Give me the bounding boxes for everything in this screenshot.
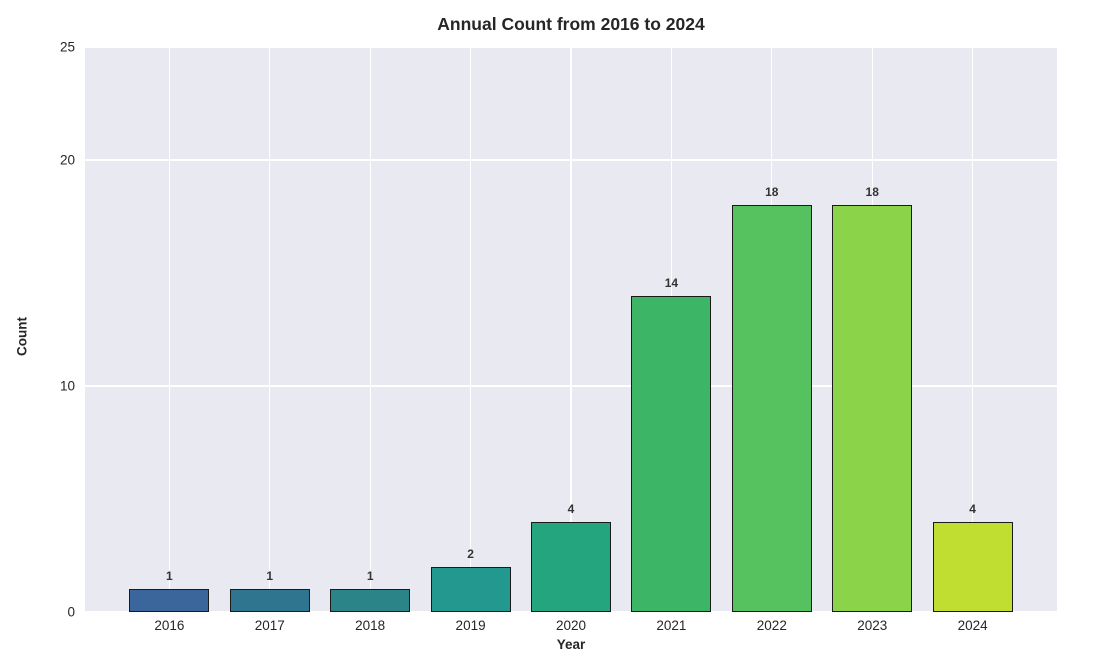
bar-2020: [531, 521, 611, 612]
x-tick-label-2022: 2022: [756, 618, 787, 633]
y-tick-label-20: 20: [59, 152, 75, 168]
x-tick-label-2016: 2016: [154, 618, 185, 633]
bar-2021: [631, 295, 712, 612]
bar-2018: [330, 589, 411, 612]
x-tick-label-2017: 2017: [254, 618, 285, 633]
x-tick-label-2023: 2023: [857, 618, 888, 633]
bar-2017: [229, 589, 310, 612]
value-label-2019: 2: [467, 546, 474, 561]
value-label-2023: 18: [865, 185, 879, 200]
y-tick-label-25: 25: [59, 39, 75, 55]
bar-2023: [832, 205, 913, 612]
x-tick-label-2018: 2018: [355, 618, 386, 633]
plot-area: 1 1 1 2 4 14 18 18 4: [85, 46, 1057, 613]
value-label-2018: 1: [366, 569, 374, 584]
x-axis-label: Year: [556, 637, 586, 652]
v-gridline-2018: [369, 47, 371, 612]
bar-2022: [731, 205, 812, 612]
value-label-2024: 4: [969, 501, 976, 516]
y-axis-label: Count: [14, 317, 30, 356]
value-label-2017: 1: [266, 569, 274, 584]
v-gridline-2024: [972, 47, 974, 612]
v-gridline-2017: [269, 47, 271, 612]
y-tick-label-10: 10: [59, 378, 75, 394]
y-tick-label-0: 0: [67, 604, 75, 620]
value-label-2021: 14: [664, 275, 679, 290]
bar-2024: [932, 521, 1013, 612]
value-label-2020: 4: [567, 501, 575, 516]
v-gridline-2016: [168, 47, 170, 612]
value-label-2016: 1: [166, 569, 173, 584]
x-tick-label-2020: 2020: [555, 618, 587, 633]
x-tick-label-2021: 2021: [656, 618, 687, 633]
v-gridline-2020: [570, 47, 572, 612]
bar-2016: [129, 589, 210, 612]
bar-2019: [430, 566, 511, 612]
x-tick-label-2024: 2024: [957, 618, 988, 633]
value-label-2022: 18: [765, 185, 779, 200]
chart-title: Annual Count from 2016 to 2024: [437, 14, 705, 34]
v-gridline-2019: [469, 47, 472, 612]
x-tick-label-2019: 2019: [455, 618, 486, 633]
